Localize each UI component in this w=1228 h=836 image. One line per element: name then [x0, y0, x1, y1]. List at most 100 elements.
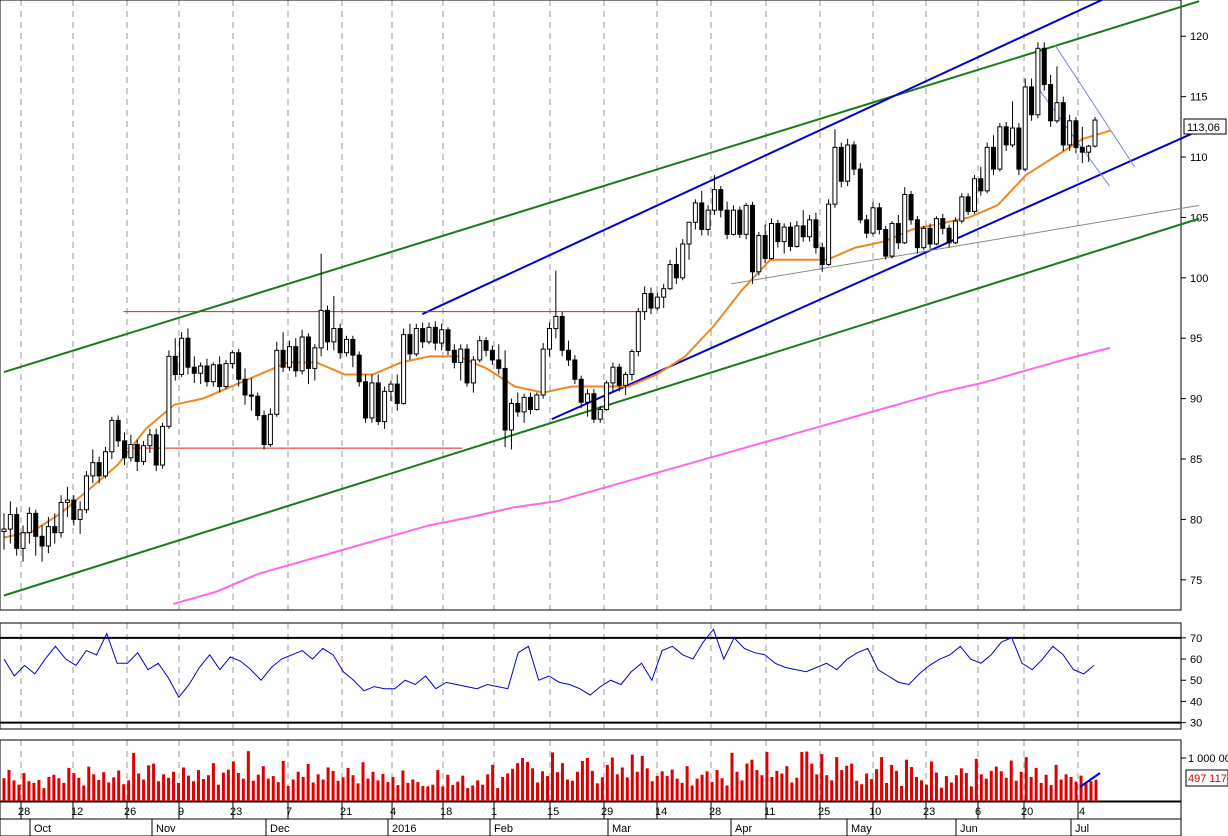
volume-bar — [830, 780, 834, 801]
candle-body — [876, 207, 882, 231]
candle-body — [680, 243, 686, 279]
oscillator-tick-label: 30 — [1190, 718, 1202, 730]
candle-body — [686, 221, 692, 245]
volume-bar — [476, 780, 480, 801]
candle-body — [426, 326, 432, 343]
candle-body — [26, 512, 32, 534]
candle-body — [305, 336, 311, 369]
volume-bar — [32, 782, 36, 801]
volume-bar — [840, 770, 844, 801]
candle-body — [451, 349, 457, 363]
volume-bar — [1034, 767, 1038, 801]
volume-bar — [845, 765, 849, 801]
candle-body — [800, 225, 806, 238]
volume-bar — [506, 773, 510, 801]
volume-bar — [800, 751, 804, 801]
candle-body — [743, 204, 749, 235]
candle-body — [204, 365, 210, 383]
candle-body — [14, 514, 20, 549]
volume-bar — [541, 771, 545, 801]
volume-bar — [416, 782, 420, 801]
volume-bar — [371, 771, 375, 801]
candle-body — [318, 309, 324, 349]
candle-body — [223, 363, 229, 388]
candle-body — [699, 202, 705, 231]
candle-body — [350, 338, 356, 356]
volume-bar — [590, 770, 594, 801]
candle-body — [179, 337, 185, 375]
candle-body — [927, 227, 933, 245]
time-month-label: May — [851, 823, 872, 835]
time-month-label: Oct — [34, 823, 51, 835]
volume-bar — [186, 775, 190, 801]
volume-bar — [92, 774, 96, 801]
volume-bar — [266, 778, 270, 801]
volume-bar — [690, 785, 694, 801]
candle-body — [978, 178, 984, 192]
candle-body — [578, 378, 584, 403]
volume-bar — [875, 769, 879, 801]
candle-body — [1029, 86, 1035, 116]
volume-bar — [705, 771, 709, 801]
volume-bar — [795, 777, 799, 801]
volume-bar — [959, 768, 963, 801]
volume-bar — [316, 774, 320, 801]
volume-bar — [555, 772, 559, 801]
candle-body — [642, 293, 648, 313]
volume-bar — [570, 780, 574, 801]
trendline — [1054, 44, 1135, 167]
volume-bar — [386, 782, 390, 801]
candle-body — [1073, 120, 1079, 148]
candle-body — [160, 425, 166, 466]
volume-bar — [575, 771, 579, 801]
candle-body — [1016, 127, 1022, 170]
volume-bar — [546, 776, 550, 801]
volume-bar — [625, 777, 629, 801]
price-tick-label: 90 — [1190, 394, 1202, 406]
candle-body — [39, 535, 45, 547]
volume-trendline — [1079, 772, 1101, 788]
volume-bar — [835, 757, 839, 801]
trendline — [730, 204, 1200, 285]
volume-bar — [152, 763, 156, 801]
candle-body — [667, 264, 673, 290]
candle-body — [749, 204, 755, 273]
candle-body — [7, 514, 13, 530]
candle-body — [464, 348, 470, 384]
volume-bar — [994, 766, 998, 801]
candle-body — [705, 209, 711, 231]
volume-bar — [62, 782, 66, 801]
volume-bar — [376, 780, 380, 801]
time-day-label: 9 — [178, 806, 184, 818]
candle-body — [857, 168, 863, 221]
candle-body — [191, 366, 197, 374]
candle-body — [781, 226, 787, 243]
candle-body — [337, 328, 343, 354]
time-day-label: 25 — [818, 806, 830, 818]
candle-body — [375, 382, 381, 423]
volume-bar — [929, 761, 933, 801]
volume-bar — [645, 768, 649, 801]
volume-bar — [1074, 781, 1078, 801]
candle-body — [553, 315, 559, 330]
candle-body — [394, 383, 400, 404]
candle-body — [730, 209, 736, 235]
volume-series — [2, 751, 1098, 801]
volume-bar — [471, 785, 475, 801]
time-month-label: Jun — [960, 823, 978, 835]
candle-body — [1010, 127, 1016, 146]
volume-bar — [1024, 757, 1028, 801]
volume-bar — [82, 785, 86, 801]
price-panel-frame — [0, 0, 1182, 611]
volume-bar — [1069, 776, 1073, 801]
volume-bar — [511, 768, 515, 801]
volume-bar — [211, 763, 215, 801]
candle-body — [661, 288, 667, 298]
volume-bar — [296, 771, 300, 801]
trendline — [3, 0, 1200, 373]
oscillator-y-axis: 30 40 50 60 70 — [1181, 633, 1202, 730]
volume-bar — [107, 782, 111, 801]
volume-bar — [600, 777, 604, 801]
candle-body — [807, 219, 813, 238]
